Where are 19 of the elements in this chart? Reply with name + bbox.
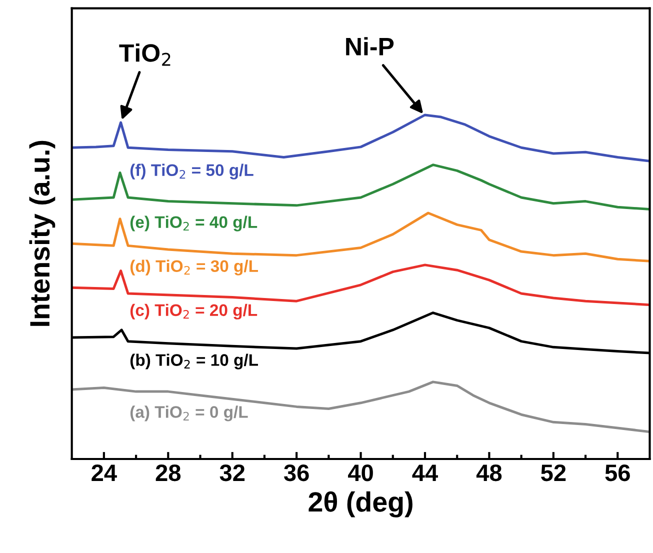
x-tick-label: 32 (220, 464, 245, 482)
x-tick-label: 52 (541, 464, 566, 482)
series-label: (b) TiO$_{2}$ = 10 g/L (130, 354, 258, 370)
annotation: Ni-P (346, 37, 394, 56)
x-tick-label: 56 (605, 464, 630, 482)
x-tick-label: 44 (412, 464, 438, 481)
x-tick-label: 28 (156, 464, 181, 482)
x-tick-label: 24 (92, 464, 117, 481)
series-label: (a) TiO$_{2}$ = 0 g/L (130, 406, 248, 422)
series-label: (e) TiO$_{2}$ = 40 g/L (130, 216, 258, 232)
x-tick-label: 36 (284, 464, 309, 482)
series-label: (f) TiO$_{2}$ = 50 g/L (130, 164, 254, 180)
annotation: TiO$_{2}$ (119, 44, 170, 66)
series-label: (d) TiO$_{2}$ = 30 g/L (130, 260, 258, 276)
series-label: (c) TiO$_{2}$ = 20 g/L (130, 304, 258, 320)
x-axis-title: 2θ (deg) (308, 491, 412, 518)
y-axis-title: Intensity (a.u.) (29, 140, 56, 326)
x-tick-label: 48 (476, 464, 502, 482)
x-tick-label: 40 (348, 464, 373, 482)
